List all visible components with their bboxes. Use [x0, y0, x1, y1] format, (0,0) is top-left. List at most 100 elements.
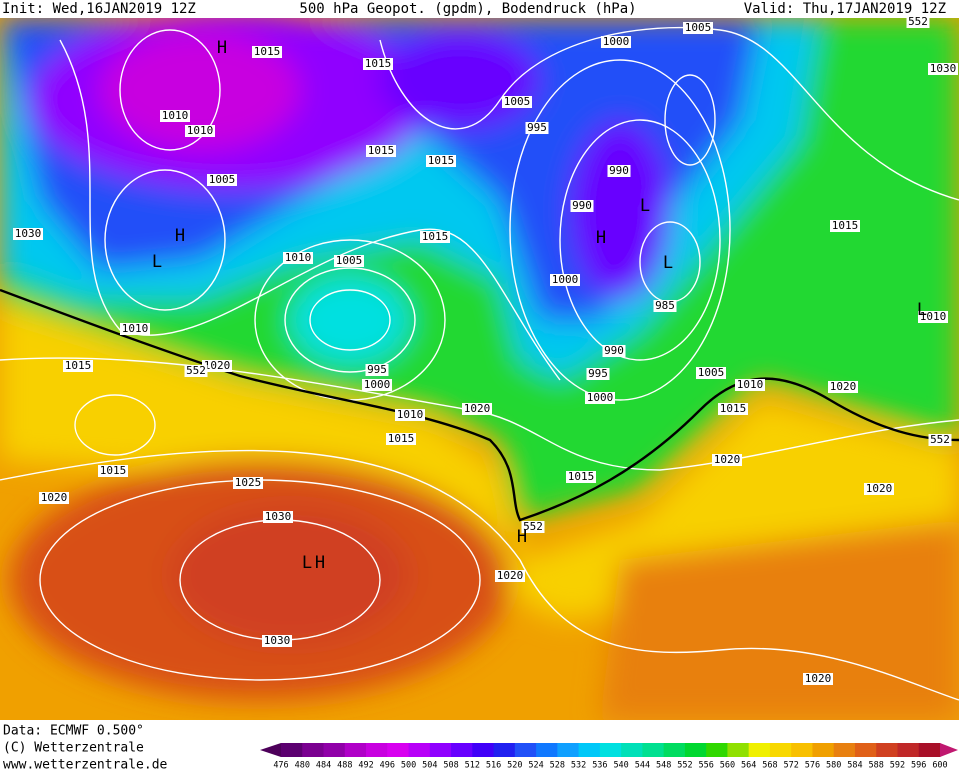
isobar-label: 1005 [209, 173, 236, 186]
isobar-label: 990 [604, 344, 624, 357]
colorbar-cell [769, 743, 792, 757]
colorbar-cell [557, 743, 580, 757]
isobar-label: 1000 [603, 35, 630, 48]
isobar-label: 1020 [805, 672, 832, 685]
isobar-label: 1015 [368, 144, 395, 157]
isobar-label-box [585, 392, 615, 404]
colorbar-cell [578, 743, 601, 757]
isobar-label: 552 [186, 364, 206, 377]
colorbar-tick-label: 520 [507, 761, 522, 771]
data-source: Data: ECMWF 0.500° [3, 724, 144, 739]
colorbar-tick-label: 480 [295, 761, 310, 771]
isobar-label: 1010 [122, 322, 149, 335]
isobar-label-box [683, 22, 713, 34]
pressure-center: L [302, 553, 312, 573]
colorbar-cell [727, 743, 750, 757]
pressure-center: H [315, 553, 325, 573]
isobar-label-box [521, 521, 545, 533]
pressure-center: H [175, 226, 185, 246]
isobar-label-box [550, 274, 580, 286]
isobar-label-box [495, 570, 525, 582]
isobar-label: 552 [930, 433, 950, 446]
isobar-label-box [718, 403, 748, 415]
isobar-label: 1010 [737, 378, 764, 391]
header-bar [0, 0, 959, 18]
colorbar-tick-label: 564 [741, 761, 756, 771]
colorbar-tick-label: 508 [443, 761, 458, 771]
isobar-label-box [653, 300, 677, 312]
colorbar-tick-label: 560 [720, 761, 735, 771]
isobar-label: 1015 [832, 219, 859, 232]
isobar-label: 1020 [497, 569, 524, 582]
isobar-label: 1005 [504, 95, 531, 108]
colorbar-cell [812, 743, 835, 757]
colorbar-tick-label: 600 [932, 761, 947, 771]
isobar-label-box [803, 673, 833, 685]
isobar-label: 1000 [587, 391, 614, 404]
colorbar-cell [706, 743, 728, 757]
pressure-center: H [217, 38, 227, 58]
isobar-label: 1030 [264, 634, 291, 647]
isobar-label-box [566, 471, 596, 483]
isobar-label-box [420, 231, 450, 243]
colorbar-cell [536, 743, 558, 757]
isobar-label: 1030 [15, 227, 42, 240]
isobar-label-box [426, 155, 456, 167]
colorbar-cell [748, 743, 771, 757]
valid-time: Valid: Thu,17JAN2019 12Z [744, 1, 946, 17]
colorbar-tick-label: 488 [337, 761, 352, 771]
isobar-label: 1010 [397, 408, 424, 421]
isobar-label: 1015 [388, 432, 415, 445]
colorbar-tick-label: 568 [762, 761, 777, 771]
isobar-label-box [712, 454, 742, 466]
isobar-label-box [98, 465, 128, 477]
isobar-label-box [601, 36, 631, 48]
colorbar-tick-label: 496 [380, 761, 395, 771]
colorbar-cell [897, 743, 920, 757]
colorbar-tick-label: 476 [273, 761, 288, 771]
colorbar-cell [451, 743, 473, 757]
colorbar-tick-label: 556 [698, 761, 713, 771]
colorbar: 476 480 484 488 492 496 500 504 508 512 516 520 524 5… [260, 743, 958, 771]
isobar-label-box [462, 403, 492, 415]
isobar-label-box [830, 220, 860, 232]
colorbar-cell [642, 743, 665, 757]
colorbar-tick-label: 504 [422, 761, 437, 771]
colorbar-tick-label: 500 [401, 761, 416, 771]
colorbar-cell [684, 743, 707, 757]
isobar-label-box [607, 165, 631, 177]
isobar-label-box [207, 174, 237, 186]
isobar-label: 1015 [65, 359, 92, 372]
isobar-label-box [864, 483, 894, 495]
colorbar-tick-label: 576 [805, 761, 820, 771]
isobar-label-box [283, 252, 313, 264]
isobar-label-box [696, 367, 726, 379]
isobar-label-box [184, 365, 208, 377]
isobar-label-box [363, 58, 393, 70]
isobar-label-box [906, 16, 930, 28]
isobar-label: 1015 [568, 470, 595, 483]
colorbar-cell [366, 743, 388, 757]
isobar-label-box [828, 381, 858, 393]
colorbar-cell [344, 743, 367, 757]
copyright: (C) Wetterzentrale [3, 741, 144, 756]
colorbar-tick-label: 588 [869, 761, 884, 771]
colorbar-tick-label: 536 [592, 761, 607, 771]
colorbar-tick-label: 540 [613, 761, 628, 771]
isobar-label-box [120, 323, 150, 335]
colorbar-cell [876, 743, 898, 757]
colorbar-cell [599, 743, 622, 757]
colorbar-tick-label: 552 [677, 761, 692, 771]
colorbar-cell [472, 743, 495, 757]
website: www.wetterzentrale.de [3, 758, 168, 771]
map-labels: 1015 1015 1010 1010 1005 1030 1010 1005 1015 1015… [13, 15, 958, 685]
isobar-label-box [252, 46, 282, 58]
colorbar-cell [918, 743, 941, 757]
isobar-label-box [386, 433, 416, 445]
colorbar-end [940, 743, 958, 757]
colorbar-cell [854, 743, 877, 757]
isobar-label: 1015 [100, 464, 127, 477]
isobar-label: 1015 [365, 57, 392, 70]
isobar-label: 1015 [254, 45, 281, 58]
